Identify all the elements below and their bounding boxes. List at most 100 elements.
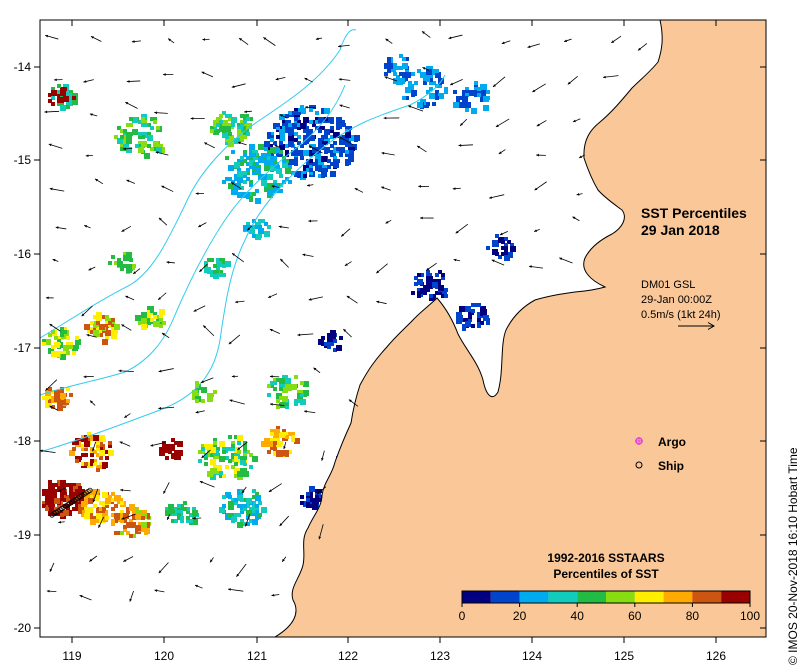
sst-pixel (387, 60, 391, 64)
sst-pixel (405, 69, 409, 73)
sst-pixel (243, 225, 249, 231)
sst-pixel (216, 258, 220, 262)
sst-pixel (150, 318, 154, 322)
sst-pixel (180, 519, 184, 523)
sst-pixel (315, 111, 319, 115)
sst-pixel (297, 141, 301, 145)
sst-pixel (255, 156, 259, 160)
sst-pixel (501, 246, 505, 250)
sst-pixel (222, 264, 226, 268)
sst-pixel (87, 432, 91, 436)
sst-pixel (318, 168, 322, 172)
sst-pixel (231, 441, 235, 445)
sst-pixel (429, 297, 433, 301)
sst-pixel (96, 441, 100, 445)
sst-pixel (303, 135, 307, 139)
sst-pixel (435, 291, 439, 295)
sst-pixel (261, 180, 267, 186)
sst-pixel (228, 183, 234, 189)
sst-pixel (207, 396, 213, 402)
sst-pixel (57, 84, 61, 88)
current-vector-arrow (269, 375, 280, 378)
current-vector-arrow (275, 76, 286, 81)
sst-pixel (309, 129, 313, 133)
sst-pixel (276, 453, 280, 457)
sst-pixel (273, 180, 277, 184)
sst-pixel (486, 321, 490, 325)
current-vector-arrow (49, 187, 65, 192)
sst-pixel (213, 390, 217, 394)
sst-pixel (138, 132, 142, 136)
sst-pixel (243, 522, 247, 526)
sst-pixel (306, 498, 310, 502)
sst-pixel (63, 510, 69, 516)
sst-pixel (486, 90, 490, 94)
sst-pixel (279, 153, 283, 157)
sst-pixel (228, 447, 232, 451)
sst-pixel (318, 498, 322, 502)
current-vector-arrow (308, 145, 323, 154)
current-vector-arrow (125, 101, 138, 109)
sst-pixel (318, 138, 322, 142)
current-vector-arrow (163, 73, 174, 76)
sst-pixel (216, 267, 220, 271)
current-vector-arrow (227, 588, 244, 592)
sst-pixel (285, 384, 289, 388)
sst-pixel (54, 342, 60, 348)
sst-pixel (147, 135, 153, 141)
sst-pixel (225, 135, 229, 139)
sst-pixel (162, 321, 166, 325)
sst-pixel (252, 495, 256, 499)
sst-pixel (96, 489, 100, 493)
lat-tick-label: -18 (14, 434, 32, 448)
sst-pixel (429, 294, 433, 298)
sst-pixel (237, 495, 241, 499)
sst-pixel (66, 387, 70, 391)
sst-pixel (483, 315, 489, 321)
plot-frame (39, 19, 767, 638)
sst-pixel (279, 378, 285, 384)
sst-pixel (459, 306, 465, 312)
sst-pixel (105, 498, 111, 504)
current-vector-arrow (194, 584, 203, 589)
sst-pixel (63, 330, 67, 334)
sst-pixel (435, 72, 441, 78)
sst-pixel (438, 270, 442, 274)
current-vector-arrow (384, 76, 398, 82)
sst-pixel (354, 135, 360, 141)
sst-pixel (93, 435, 99, 441)
sst-pixel (312, 105, 316, 109)
current-vector-arrow (344, 261, 352, 267)
current-vector-arrow (44, 110, 60, 114)
current-vector-arrow (154, 589, 165, 593)
sst-pixel (327, 345, 331, 349)
sst-pixel (243, 159, 247, 163)
sst-pixel (153, 321, 159, 327)
current-model-label: DM01 GSL (641, 279, 695, 291)
sst-pixel (243, 456, 247, 460)
sst-pixel (165, 447, 171, 453)
sst-pixel (249, 228, 255, 234)
sst-pixel (510, 246, 516, 252)
current-vector-arrow (237, 141, 247, 146)
current-vector-arrow (238, 37, 249, 46)
current-vector-arrow (231, 83, 246, 88)
sst-pixel (240, 162, 244, 166)
sst-pixel (330, 342, 334, 346)
sst-pixel (129, 534, 133, 538)
sst-pixel (309, 120, 313, 124)
sst-pixel (243, 174, 247, 178)
sst-pixel (96, 447, 100, 451)
sst-pixel (336, 147, 340, 151)
current-vector-arrow (343, 328, 352, 338)
sst-pixel (225, 141, 229, 145)
sst-pixel (267, 225, 271, 229)
sst-pixel (396, 75, 400, 79)
sst-pixel (108, 450, 114, 456)
sst-pixel (480, 321, 484, 325)
current-vector-arrow (45, 379, 58, 391)
sst-pixel (231, 117, 237, 123)
sst-pixel (225, 465, 229, 469)
sst-pixel (234, 456, 238, 460)
current-vector-arrow (199, 480, 215, 488)
